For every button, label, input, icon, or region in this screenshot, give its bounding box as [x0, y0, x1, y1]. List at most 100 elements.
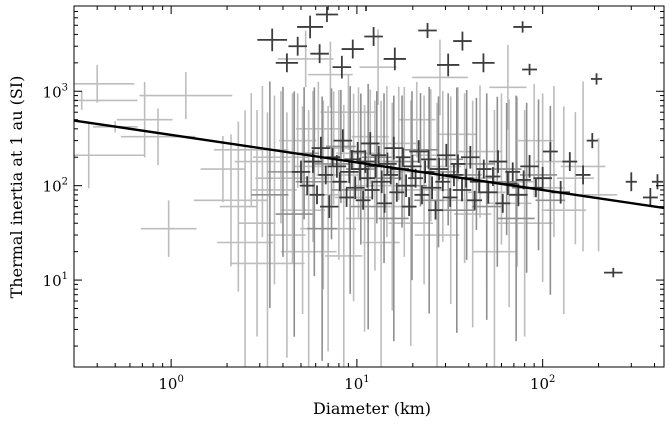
- data-point: [360, 168, 375, 188]
- data-point: [312, 88, 351, 240]
- data-point: [341, 39, 364, 59]
- data-point: [472, 53, 495, 73]
- data-point: [345, 176, 365, 200]
- data-point: [252, 95, 297, 285]
- data-point: [642, 188, 658, 207]
- data-point: [437, 53, 460, 77]
- data-point: [355, 190, 371, 210]
- data-point: [319, 195, 339, 218]
- data-point: [401, 93, 440, 207]
- fit-line: [73, 119, 665, 210]
- data-point: [193, 134, 269, 267]
- data-point: [409, 140, 428, 163]
- data-point: [332, 55, 352, 79]
- data-point: [476, 159, 492, 179]
- data-point: [320, 74, 377, 150]
- data-point: [580, 138, 618, 252]
- data-point: [562, 152, 578, 172]
- data-point: [299, 176, 315, 196]
- data-point: [356, 150, 375, 173]
- data-point: [388, 100, 434, 346]
- data-point: [401, 197, 417, 217]
- data-point: [590, 73, 603, 85]
- data-point: [297, 15, 324, 39]
- x-tick-exponent: 1: [363, 374, 369, 385]
- data-point: [364, 180, 380, 200]
- data-point: [489, 44, 527, 130]
- y-tick-exponent: 1: [62, 271, 68, 282]
- data-point: [311, 136, 331, 160]
- x-tick-exponent: 0: [177, 374, 183, 385]
- data-point: [424, 90, 462, 242]
- data-point: [541, 106, 587, 315]
- data-point: [452, 178, 472, 202]
- data-point: [467, 190, 482, 210]
- data-point: [454, 100, 492, 328]
- y-tick-exponent: 2: [62, 177, 68, 188]
- x-axis-label: Diameter (km): [313, 399, 431, 418]
- data-point: [461, 145, 480, 169]
- data-point: [519, 99, 558, 251]
- data-point: [230, 112, 305, 367]
- data-point: [556, 112, 594, 245]
- data-point: [253, 91, 309, 224]
- data-point: [403, 155, 422, 178]
- y-tick-base: 10: [43, 272, 62, 290]
- data-point: [586, 133, 598, 149]
- data-point: [310, 44, 329, 64]
- data-point: [349, 83, 387, 330]
- x-tick-label: 101: [344, 374, 369, 393]
- data-point: [325, 104, 363, 367]
- data-point: [308, 41, 353, 108]
- data-point: [255, 93, 330, 264]
- data-point: [376, 86, 422, 201]
- axes-layer: [73, 5, 665, 368]
- y-tick-label: 101: [43, 271, 68, 290]
- x-tick-exponent: 2: [549, 374, 555, 385]
- y-tick-exponent: 3: [62, 82, 68, 93]
- data-point: [275, 53, 299, 73]
- data-point: [497, 95, 535, 342]
- data-point: [437, 143, 456, 167]
- data-point: [352, 100, 398, 271]
- data-point: [429, 157, 449, 181]
- data-point: [395, 147, 411, 167]
- data-point: [364, 27, 383, 46]
- data-point: [217, 110, 273, 367]
- data-point: [378, 152, 397, 176]
- data-point: [383, 47, 406, 71]
- data-point: [505, 162, 521, 182]
- data-point: [438, 87, 476, 333]
- data-point: [522, 63, 537, 76]
- x-tick-label: 100: [158, 374, 183, 393]
- data-point: [384, 136, 404, 160]
- y-tick-label: 102: [43, 177, 68, 196]
- data-point: [495, 193, 511, 213]
- data-point: [575, 165, 591, 185]
- y-tick-base: 10: [43, 178, 62, 196]
- data-point: [307, 96, 338, 361]
- data-point: [339, 188, 355, 207]
- data-point: [332, 172, 348, 192]
- data-layer: [74, 6, 664, 367]
- data-point: [74, 64, 135, 103]
- data-point: [625, 172, 637, 192]
- data-point: [74, 90, 138, 110]
- data-point: [412, 39, 468, 116]
- data-point: [513, 21, 532, 33]
- data-point: [488, 150, 508, 173]
- data-point: [288, 36, 307, 56]
- data-point: [414, 102, 460, 367]
- y-axis-label: Thermal inertia at 1 au (SI): [7, 76, 26, 299]
- data-point: [116, 81, 173, 158]
- data-point: [339, 160, 359, 184]
- data-point: [303, 150, 323, 173]
- data-point: [74, 122, 145, 189]
- data-point: [603, 267, 623, 278]
- y-tick-label: 103: [43, 82, 68, 101]
- fit-layer: [73, 119, 665, 210]
- data-point: [651, 174, 664, 190]
- data-point: [542, 142, 558, 161]
